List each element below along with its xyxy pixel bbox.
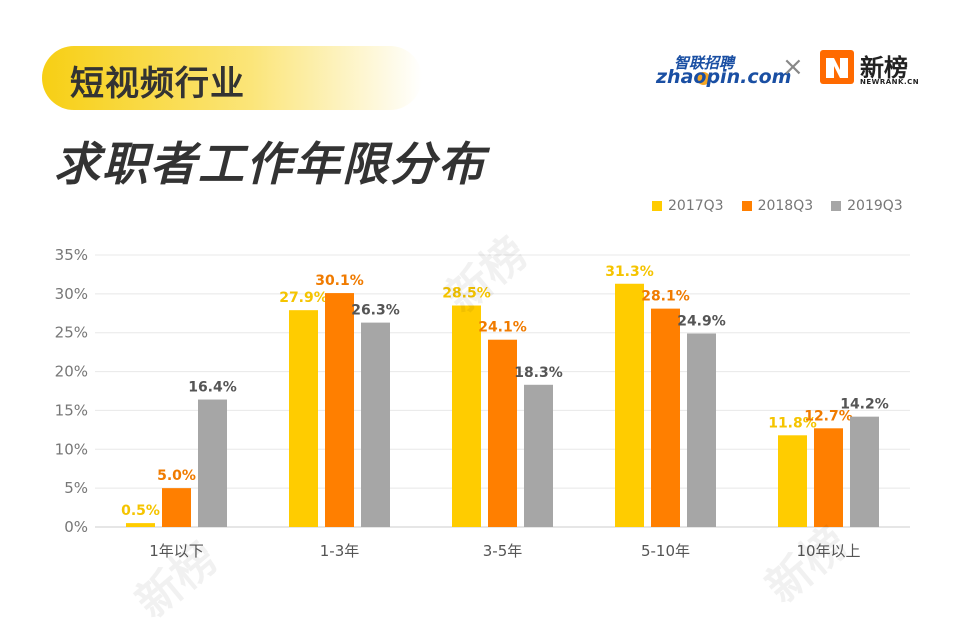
legend-label-2019q3: 2019Q3 xyxy=(847,198,903,214)
data-label: 28.1% xyxy=(641,289,690,305)
bar xyxy=(687,333,716,527)
bar xyxy=(162,488,191,527)
data-label: 26.3% xyxy=(351,303,400,319)
legend-swatch-2017q3 xyxy=(652,201,662,211)
y-tick-label: 15% xyxy=(55,401,88,419)
y-tick-label: 5% xyxy=(64,479,88,497)
newrank-logo-en: NEWRANK.CN xyxy=(860,78,920,86)
data-label: 24.1% xyxy=(478,320,527,336)
y-tick-label: 30% xyxy=(55,285,88,303)
newrank-logo-cn: 新榜 xyxy=(860,54,908,82)
y-tick-label: 0% xyxy=(64,518,88,536)
header-tag: 短视频行业 xyxy=(70,64,245,104)
data-label: 28.5% xyxy=(442,286,491,302)
data-label: 24.9% xyxy=(677,313,726,329)
chart-legend: 2017Q3 2018Q3 2019Q3 xyxy=(652,198,903,214)
bar xyxy=(452,305,481,527)
bar xyxy=(361,322,390,527)
y-tick-label: 20% xyxy=(55,363,88,381)
newrank-logo: 新榜 NEWRANK.CN xyxy=(820,50,920,90)
x-tick-label: 5-10年 xyxy=(641,542,690,560)
bar-chart: 0% 5% 10% 15% 20% 25% 30% 35% 0.5% 5.0% 16.4% 1年以下 2… xyxy=(55,246,910,560)
newrank-mark-icon xyxy=(820,50,854,84)
bar xyxy=(778,435,807,527)
legend-item-2019q3: 2019Q3 xyxy=(831,198,903,214)
data-label: 30.1% xyxy=(315,273,364,289)
legend-swatch-2019q3 xyxy=(831,201,842,211)
bar xyxy=(615,283,644,527)
x-tick-label: 1-3年 xyxy=(320,542,360,560)
y-tick-label: 25% xyxy=(55,324,88,342)
y-tick-label: 35% xyxy=(55,246,88,264)
zhaopin-logo-en: zhaopin.com xyxy=(656,66,792,88)
x-tick-label: 3-5年 xyxy=(483,542,523,560)
bar xyxy=(651,308,680,527)
data-label: 27.9% xyxy=(279,290,328,306)
zhaopin-logo-dot-icon xyxy=(697,72,710,85)
bar xyxy=(126,523,155,527)
legend-swatch-2018q3 xyxy=(741,201,752,211)
legend-label-2018q3: 2018Q3 xyxy=(757,198,814,214)
page-title: 求职者工作年限分布 xyxy=(54,137,486,191)
x-tick-label: 10年以上 xyxy=(796,542,860,560)
data-label: 31.3% xyxy=(605,264,654,280)
data-label: 0.5% xyxy=(121,503,160,519)
zhaopin-logo-cn: 智联招聘 xyxy=(674,54,735,72)
bar xyxy=(524,384,553,527)
bar xyxy=(814,428,843,527)
data-label: 16.4% xyxy=(188,380,237,396)
data-label: 12.7% xyxy=(804,408,853,424)
legend-item-2017q3: 2017Q3 xyxy=(652,198,724,214)
data-label: 11.8% xyxy=(768,415,817,431)
bar xyxy=(488,339,517,527)
bar xyxy=(850,416,879,527)
header-tag-background xyxy=(42,46,422,110)
data-label: 14.2% xyxy=(840,397,889,413)
legend-label-2017q3: 2017Q3 xyxy=(668,198,724,214)
bar xyxy=(289,310,318,527)
data-label: 5.0% xyxy=(157,468,196,484)
x-tick-label: 1年以下 xyxy=(149,542,204,560)
data-label: 18.3% xyxy=(514,365,563,381)
logo-separator: × xyxy=(782,52,804,82)
bar xyxy=(325,293,354,527)
bar xyxy=(198,399,227,527)
y-tick-label: 10% xyxy=(55,440,88,458)
legend-item-2018q3: 2018Q3 xyxy=(741,198,814,214)
zhaopin-logo: 智联招聘 zhaopin.com xyxy=(656,52,791,88)
